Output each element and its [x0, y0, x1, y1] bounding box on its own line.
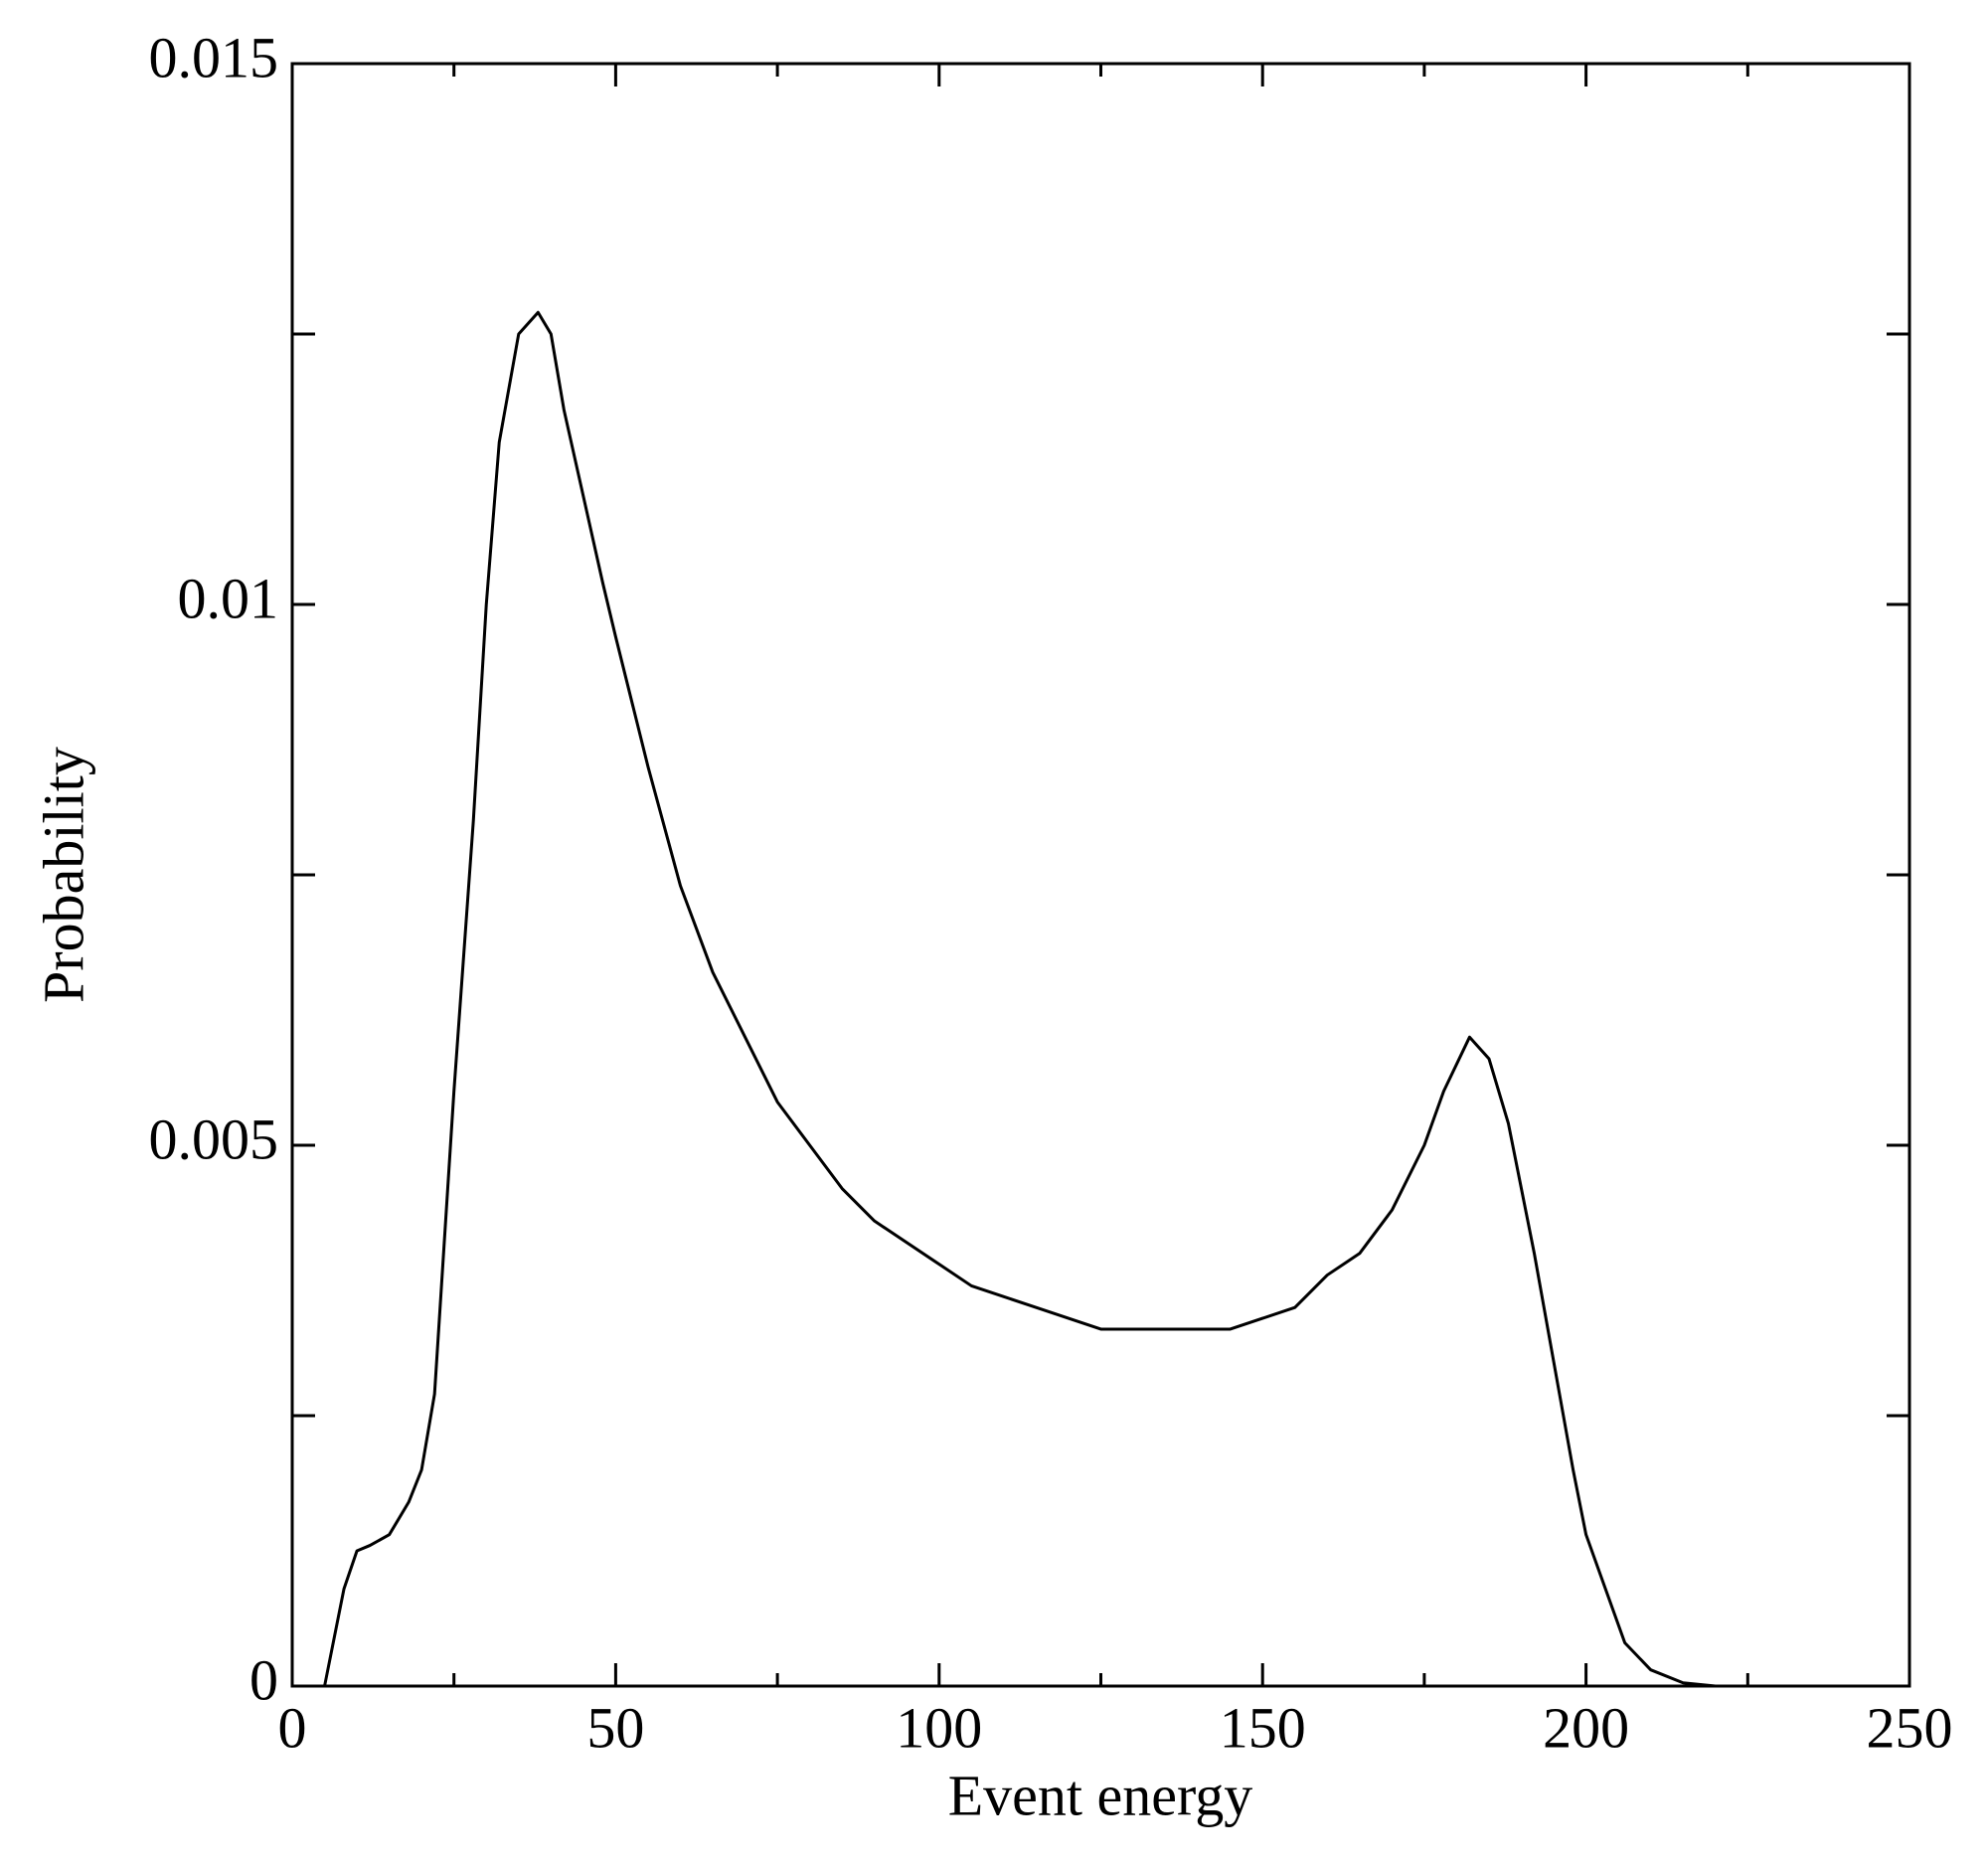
y-tick-label: 0.01: [178, 566, 279, 630]
x-tick-label: 200: [1543, 1695, 1629, 1760]
x-axis-title: Event energy: [948, 1763, 1253, 1827]
data-line: [323, 310, 1909, 1688]
x-tick-label: 50: [586, 1695, 644, 1760]
x-tick-label: 100: [896, 1695, 982, 1760]
y-axis-title: Probability: [31, 747, 95, 1003]
x-tick-label: 0: [278, 1695, 307, 1760]
y-tick-label: 0.015: [149, 25, 279, 89]
plot-frame: [290, 62, 1911, 1688]
y-tick-label: 0: [249, 1647, 278, 1712]
y-tick-label: 0.005: [149, 1106, 279, 1171]
x-tick-label: 250: [1867, 1695, 1953, 1760]
x-tick-label: 150: [1220, 1695, 1306, 1760]
